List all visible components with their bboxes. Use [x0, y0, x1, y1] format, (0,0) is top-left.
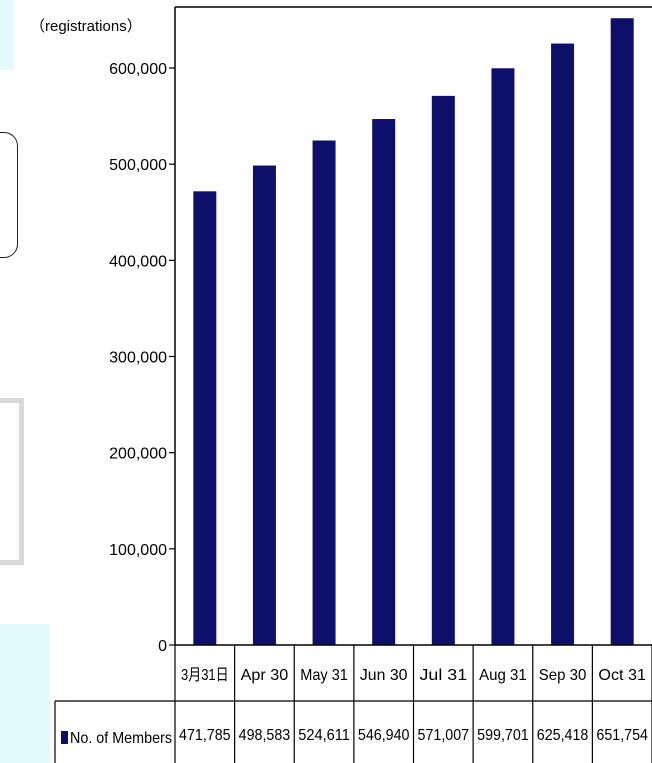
- y-tick-label: 600,000: [109, 61, 167, 78]
- bar: [252, 165, 276, 645]
- table-value-label: 471,785: [179, 727, 231, 744]
- x-category-label: Apr 30: [241, 667, 289, 684]
- x-category-label: May 31: [300, 667, 348, 684]
- y-tick-label: 200,000: [109, 446, 167, 463]
- table-value-label: 524,611: [298, 727, 350, 744]
- table-value-label: 546,940: [358, 727, 410, 744]
- y-axis-ticks: 0 100,000 200,000 300,000 400,000 500,000 600,…: [109, 61, 175, 655]
- x-category-label: Aug 31: [479, 667, 527, 684]
- bars: [193, 18, 634, 646]
- x-category-label: Oct 31: [598, 667, 646, 684]
- x-category-label: 3月31日: [181, 667, 229, 684]
- bar: [610, 18, 634, 645]
- table-value-label: 599,701: [477, 727, 529, 744]
- bar: [491, 68, 515, 645]
- bar: [193, 191, 217, 645]
- background-gray-box: [0, 398, 24, 565]
- table-value-label: 651,754: [596, 727, 648, 744]
- y-tick-label: 500,000: [109, 157, 167, 174]
- bar: [551, 43, 575, 646]
- data-table: 3月31日 471,785 Apr 30 498,583 May 31 524,611 Ju…: [54, 644, 652, 763]
- bar: [372, 119, 396, 646]
- y-tick-label: 100,000: [109, 542, 167, 559]
- background-panel-top: [0, 0, 14, 70]
- bar: [431, 95, 455, 646]
- y-tick-label: 400,000: [109, 253, 167, 270]
- unit-label: （registrations）: [30, 18, 142, 35]
- bar: [312, 140, 336, 645]
- legend-key: [61, 731, 68, 744]
- table-value-label: 498,583: [239, 727, 291, 744]
- table-value-label: 625,418: [537, 727, 589, 744]
- x-category-label: Jul 31: [420, 667, 468, 684]
- table-value-label: 571,007: [418, 727, 470, 744]
- y-tick-label: 0: [158, 638, 167, 655]
- y-tick-label: 300,000: [109, 350, 167, 367]
- legend-series-name: No. of Members: [70, 730, 172, 747]
- background-panel-bottom: [0, 624, 50, 763]
- x-category-label: Jun 30: [360, 667, 408, 684]
- x-category-label: Sep 30: [539, 667, 587, 684]
